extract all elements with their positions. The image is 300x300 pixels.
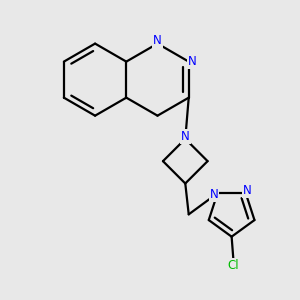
Text: Cl: Cl [227,259,239,272]
Text: N: N [243,184,252,197]
Text: N: N [188,55,197,68]
Text: N: N [181,130,190,142]
Text: N: N [210,188,218,201]
Text: N: N [153,34,162,47]
